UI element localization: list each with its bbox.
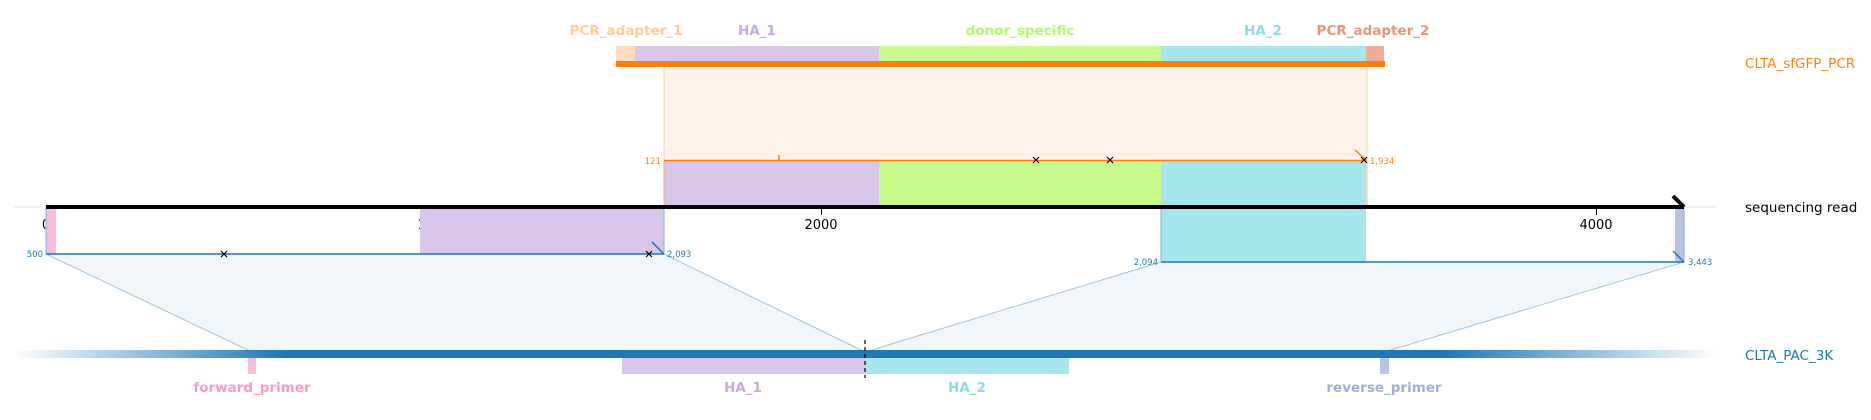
bottom-overlay-ha-2 xyxy=(1161,209,1366,262)
top-reference-bar xyxy=(616,61,1385,67)
bottom-feature-forward-primer xyxy=(248,358,256,374)
top-feature-ha-1 xyxy=(635,46,879,62)
mismatch-marks-top xyxy=(1032,156,1368,164)
top-overlay-ha-2 xyxy=(1161,161,1366,207)
top-feature-ha-2 xyxy=(1161,46,1366,62)
bottom-alignment-2-start: 2,094 xyxy=(1134,258,1158,268)
bottom-feature-reverse-primer xyxy=(1380,358,1389,374)
top-feature-label-pcr-adapter-2: PCR_adapter_2 xyxy=(1317,23,1430,39)
top-feature-pcr-adapter-1 xyxy=(616,46,635,62)
bottom-alignment-1-end: 2,093 xyxy=(667,250,691,260)
top-feature-label-ha-2: HA_2 xyxy=(1244,23,1282,39)
bottom-alignment-2-end: 3,443 xyxy=(1688,258,1712,268)
bottom-feature-label-reverse-primer: reverse_primer xyxy=(1326,380,1442,396)
bottom-reference: 500 2,093 2,094 3,443 forward_primer HA_… xyxy=(14,209,1834,396)
top-feature-label-ha-1: HA_1 xyxy=(738,23,776,39)
bottom-alignment-projection-1 xyxy=(46,254,865,352)
bottom-feature-ha-1 xyxy=(622,358,865,374)
top-alignment-start: 121 xyxy=(645,157,661,167)
bottom-feature-label-forward-primer: forward_primer xyxy=(193,380,311,396)
bottom-reference-name: CLTA_PAC_3K xyxy=(1745,348,1834,364)
top-overlay-ha-1 xyxy=(664,161,879,207)
read-tick-label: 2000 xyxy=(804,218,837,233)
bottom-overlay-ha-1 xyxy=(420,209,664,254)
top-alignment-end: 1,934 xyxy=(1370,157,1394,167)
top-feature-label-pcr-adapter-1: PCR_adapter_1 xyxy=(570,23,683,39)
top-feature-label-donor-specific: donor_specific xyxy=(966,23,1075,39)
read-name: sequencing read xyxy=(1745,200,1857,216)
top-alignment-projection xyxy=(664,64,1367,160)
read-end-arrow xyxy=(1671,194,1686,209)
bottom-overlay-reverse-primer xyxy=(1675,209,1684,262)
mismatch-marks-bottom xyxy=(220,250,653,258)
top-feature-donor-specific xyxy=(879,46,1161,62)
bottom-alignment-end-tick-2 xyxy=(1672,250,1685,263)
bottom-feature-label-ha-2: HA_2 xyxy=(948,380,986,396)
top-reference-name: CLTA_sfGFP_PCR xyxy=(1745,56,1855,72)
top-alignment-end-tick xyxy=(1354,149,1367,161)
bottom-overlay-forward-primer xyxy=(46,209,56,254)
read-axis: 0 1000 2000 3000 4000 xyxy=(42,207,1613,233)
read-tick-label: 4000 xyxy=(1579,218,1612,233)
bottom-alignment-projection-2 xyxy=(865,262,1684,352)
bottom-alignment-end-tick-1 xyxy=(651,241,665,255)
top-overlay-donor-specific xyxy=(879,161,1161,207)
bottom-alignment-1-start: 500 xyxy=(27,250,43,260)
bottom-feature-label-ha-1: HA_1 xyxy=(724,380,762,396)
top-reference: PCR_adapter_1 HA_1 donor_specific HA_2 P… xyxy=(570,23,1855,207)
bottom-feature-ha-2 xyxy=(865,358,1069,374)
top-feature-pcr-adapter-2 xyxy=(1366,46,1384,62)
